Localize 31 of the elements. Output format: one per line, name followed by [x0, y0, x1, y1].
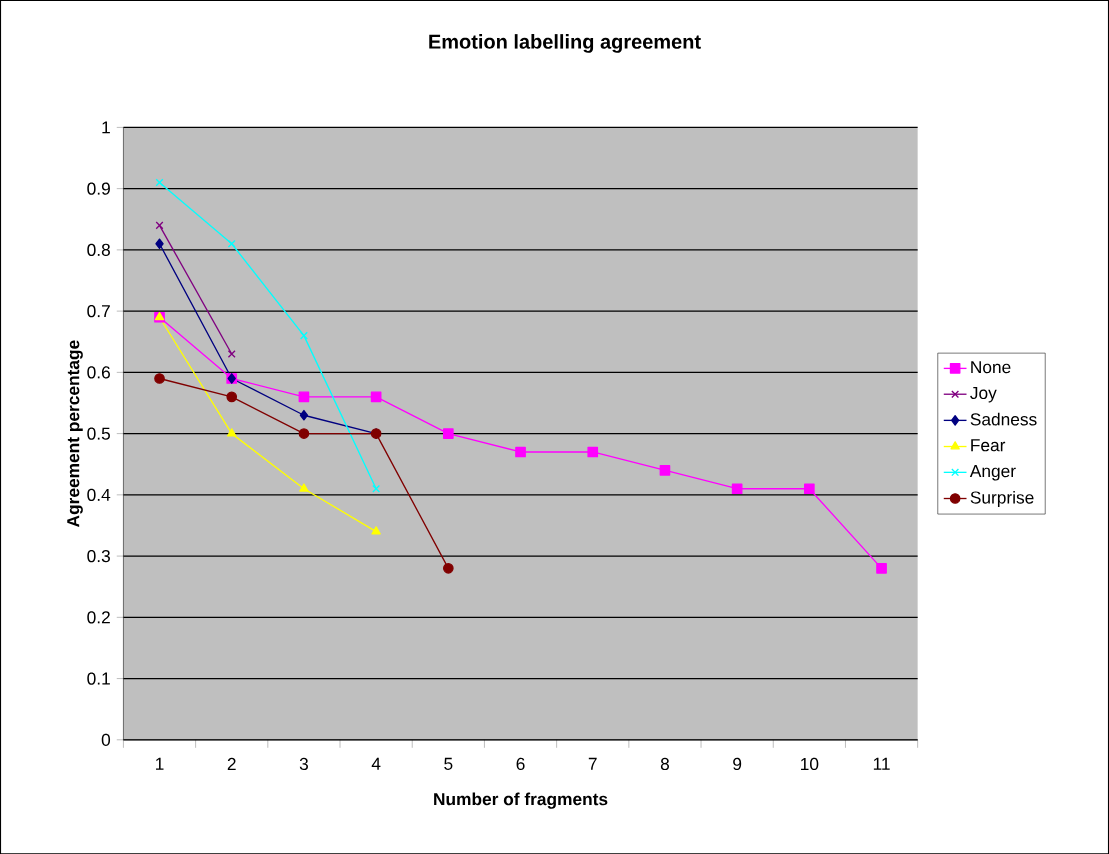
- legend-label: Anger: [969, 465, 1016, 481]
- x-tick-label: 8: [660, 757, 670, 770]
- x-tick-label: 2: [227, 757, 236, 770]
- legend-label: Sadness: [970, 412, 1037, 426]
- x-tick-label: 5: [444, 757, 453, 770]
- y-tick-label: 0.3: [87, 549, 110, 563]
- y-tick-label: 0.5: [87, 427, 110, 440]
- x-tick-label: 11: [873, 757, 890, 770]
- x-tick-label: 6: [516, 757, 525, 770]
- y-tick-label: 0.8: [87, 243, 110, 256]
- x-tick-label: 4: [371, 757, 381, 770]
- chart-title: Emotion labelling agreement: [429, 34, 701, 53]
- y-tick-label: 0.7: [87, 304, 110, 318]
- x-tick-label: 10: [801, 757, 819, 770]
- x-tick-label: 3: [299, 757, 308, 770]
- legend-label: Surprise: [970, 490, 1034, 507]
- y-tick-label: 0.2: [87, 611, 110, 624]
- y-tick-label: 0.9: [87, 182, 110, 195]
- x-axis-title: Number of fragments: [434, 792, 608, 809]
- y-tick-label: 0.1: [87, 672, 110, 685]
- x-tick-label: 1: [156, 757, 164, 770]
- x-tick-label: 9: [733, 757, 742, 770]
- legend-label: Fear: [971, 439, 1006, 452]
- y-tick-label: 0.4: [87, 488, 111, 501]
- y-tick-label: 0.6: [87, 366, 110, 379]
- y-tick-label: 0: [101, 733, 111, 746]
- x-tick-label: 7: [588, 757, 597, 770]
- legend-label: Joy: [970, 386, 997, 403]
- y-tick-label: 1: [102, 121, 110, 134]
- legend-label: None: [971, 361, 1011, 374]
- y-axis-title: Agreement percentage: [67, 340, 83, 527]
